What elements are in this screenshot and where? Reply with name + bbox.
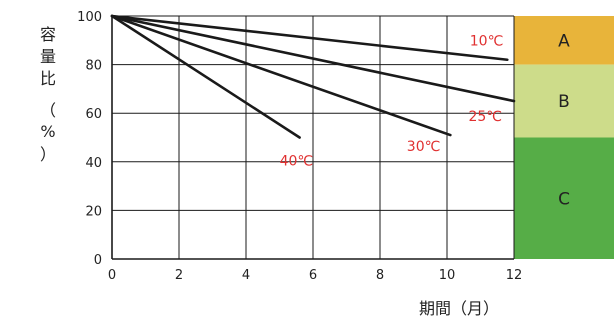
- y-tick-label: 100: [77, 10, 102, 25]
- x-tick-label: 12: [506, 268, 523, 283]
- y-axis-title-char: ）: [40, 145, 56, 164]
- y-tick-label: 80: [85, 59, 102, 74]
- band-b: [514, 64, 614, 138]
- band-label-b: B: [558, 92, 570, 112]
- y-axis-title-char: 比: [40, 69, 56, 88]
- series-label-25c: 25℃: [468, 109, 502, 125]
- x-tick-label: 2: [175, 268, 183, 283]
- tick-layer: 0 2 4 6 8 10 12 0 20 40 60 80 100: [77, 10, 522, 283]
- series-layer: [110, 14, 516, 139]
- x-axis-title: 期間（月）: [419, 299, 499, 318]
- series-line-40c: [110, 14, 301, 139]
- y-tick-label: 20: [85, 204, 102, 219]
- series-line-25c: [110, 14, 516, 103]
- y-tick-label: 60: [85, 107, 102, 122]
- x-tick-label: 10: [439, 268, 456, 283]
- y-tick-label: 40: [85, 156, 102, 171]
- y-tick-label: 0: [94, 253, 102, 268]
- series-label-40c: 40℃: [280, 154, 314, 170]
- x-tick-label: 0: [108, 268, 116, 283]
- y-axis-title-char: %: [40, 122, 55, 141]
- label-layer: 10℃ 25℃ 30℃ 40℃: [280, 34, 504, 170]
- x-tick-label: 6: [309, 268, 317, 283]
- series-label-30c: 30℃: [407, 139, 441, 155]
- band-label-a: A: [558, 31, 570, 51]
- y-axis-title-char: 量: [40, 47, 56, 66]
- series-label-10c: 10℃: [470, 34, 504, 50]
- y-axis-title-char: （: [40, 101, 56, 120]
- y-axis-title: 容量比 （% ）: [40, 25, 56, 164]
- band-layer: A B C: [514, 16, 614, 259]
- x-tick-label: 4: [242, 268, 250, 283]
- y-axis-title-char: 容: [40, 25, 56, 44]
- band-label-c: C: [558, 189, 570, 209]
- x-tick-label: 8: [376, 268, 384, 283]
- band-a: [514, 16, 614, 65]
- series-line-10c: [110, 14, 509, 62]
- grid-layer: [111, 15, 515, 260]
- band-c: [514, 137, 614, 259]
- series-line-30c: [110, 14, 452, 137]
